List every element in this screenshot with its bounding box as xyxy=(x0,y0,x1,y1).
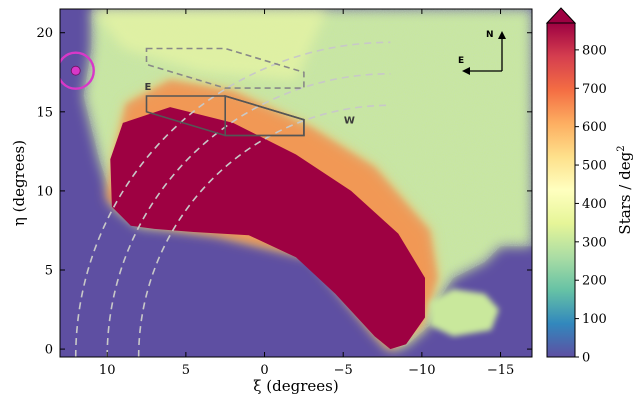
colorbar-tick-label-5: 500 xyxy=(582,159,607,174)
marker-dot xyxy=(70,65,81,76)
colorbar-tick-label-7: 700 xyxy=(582,82,607,97)
y-tick-label-3: 15 xyxy=(36,105,53,120)
colorbar-label: Stars / deg2 xyxy=(616,145,634,234)
colorbar-extend-arrow xyxy=(545,7,577,24)
x-tick-label-1: 5 xyxy=(182,363,190,378)
colorbar-tick-label-3: 300 xyxy=(582,235,607,250)
y-axis-label: η (degrees) xyxy=(10,140,28,226)
colorbar-tick-label-4: 400 xyxy=(582,197,607,212)
colorbar-tick-label-2: 200 xyxy=(582,274,607,289)
southwest-blob-density xyxy=(429,289,499,337)
arc-1 xyxy=(106,73,391,357)
x-tick-label-4: −10 xyxy=(408,363,435,378)
arc-2 xyxy=(74,41,391,357)
density-heatmap xyxy=(60,9,532,357)
stream-core-density xyxy=(110,107,426,350)
marker-ring xyxy=(60,51,95,90)
colorbar-label-sup: 2 xyxy=(616,145,627,151)
y-axis: 0 5 10 15 20 xyxy=(36,26,532,358)
compass-east-label: E xyxy=(458,56,464,66)
region-label-w: W xyxy=(344,116,355,127)
colorbar-tick-label-1: 100 xyxy=(582,312,607,327)
colorbar-tick-label-6: 600 xyxy=(582,120,607,135)
compass-east-head xyxy=(462,67,470,75)
colorbar-tick-label-0: 0 xyxy=(582,351,590,366)
region-1 xyxy=(224,94,305,137)
arc-0 xyxy=(137,104,391,357)
plot-frame xyxy=(59,8,533,358)
x-tick-label-5: −15 xyxy=(487,363,514,378)
y-tick-label-0: 0 xyxy=(45,343,53,358)
colorbar-tick-label-8: 800 xyxy=(582,43,607,58)
x-tick-label-2: 0 xyxy=(260,363,268,378)
x-axis: 10 5 0 −5 −10 −15 xyxy=(99,9,514,378)
region-label-e: E xyxy=(145,82,152,93)
compass-north-label: N xyxy=(486,30,494,40)
y-tick-label-2: 10 xyxy=(36,184,53,199)
x-axis-label: ξ (degrees) xyxy=(253,377,338,395)
colorbar-bar xyxy=(546,22,576,358)
x-tick-label-0: 10 xyxy=(99,363,116,378)
y-tick-label-1: 5 xyxy=(45,264,53,279)
colorbar: 0 100 200 300 400 500 600 700 800 xyxy=(545,7,607,366)
x-tick-label-3: −5 xyxy=(334,363,353,378)
compass-north-head xyxy=(498,31,506,39)
colorbar-label-text: Stars / deg xyxy=(616,151,634,234)
y-tick-label-4: 20 xyxy=(36,26,53,41)
overlays: E W N E xyxy=(60,30,506,357)
